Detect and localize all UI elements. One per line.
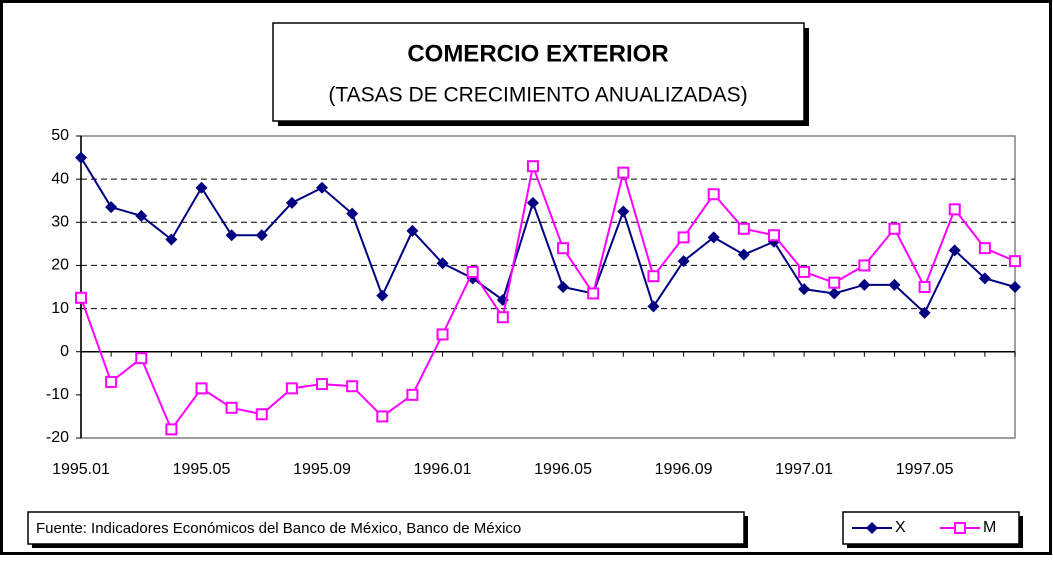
point bbox=[888, 278, 901, 291]
point bbox=[75, 151, 87, 164]
legend-marker bbox=[954, 522, 966, 534]
legend-label: M bbox=[983, 519, 996, 536]
point bbox=[105, 375, 118, 388]
point bbox=[798, 283, 811, 296]
point bbox=[978, 272, 991, 285]
point bbox=[526, 196, 539, 209]
legend-label: X bbox=[895, 519, 906, 536]
x-tick-label: 1996.01 bbox=[414, 461, 472, 478]
point bbox=[406, 224, 419, 237]
point bbox=[557, 242, 570, 255]
point bbox=[948, 203, 961, 216]
point bbox=[346, 380, 359, 393]
point bbox=[737, 248, 750, 261]
source-note: Fuente: Indicadores Económicos del Banco… bbox=[36, 520, 521, 537]
point bbox=[195, 382, 208, 395]
point bbox=[225, 401, 238, 414]
point bbox=[376, 289, 389, 302]
point bbox=[617, 205, 630, 218]
point bbox=[888, 222, 901, 235]
y-tick-label: -10 bbox=[46, 386, 69, 403]
point bbox=[647, 300, 660, 313]
point bbox=[406, 388, 419, 401]
point bbox=[135, 209, 148, 222]
point bbox=[918, 306, 931, 319]
point bbox=[798, 265, 811, 278]
point bbox=[526, 160, 539, 173]
point bbox=[677, 255, 690, 268]
x-tick-label: 1997.05 bbox=[896, 461, 954, 478]
x-tick-label: 1995.01 bbox=[52, 461, 110, 478]
y-tick-label: 30 bbox=[51, 214, 69, 231]
point bbox=[165, 423, 178, 436]
point bbox=[496, 311, 509, 324]
point bbox=[376, 410, 389, 423]
point bbox=[858, 259, 871, 272]
point bbox=[255, 408, 268, 421]
point bbox=[135, 352, 148, 365]
x-tick-label: 1995.05 bbox=[173, 461, 231, 478]
point bbox=[316, 378, 329, 391]
point bbox=[767, 229, 780, 242]
point bbox=[255, 229, 268, 242]
point bbox=[1009, 281, 1021, 293]
point bbox=[195, 181, 208, 194]
point bbox=[436, 257, 449, 270]
point bbox=[707, 188, 720, 201]
point bbox=[165, 233, 178, 246]
y-tick-label: 10 bbox=[51, 300, 69, 317]
point bbox=[75, 291, 87, 304]
point bbox=[285, 382, 298, 395]
point bbox=[316, 181, 329, 194]
point bbox=[707, 231, 720, 244]
point bbox=[978, 242, 991, 255]
source-box bbox=[27, 511, 745, 545]
y-tick-label: 50 bbox=[51, 127, 69, 144]
point bbox=[647, 270, 660, 283]
x-tick-label: 1996.05 bbox=[534, 461, 592, 478]
point bbox=[828, 287, 841, 300]
y-tick-label: 0 bbox=[60, 343, 69, 360]
x-tick-label: 1995.09 bbox=[293, 461, 351, 478]
point bbox=[466, 265, 479, 278]
point bbox=[918, 281, 931, 293]
point bbox=[225, 229, 238, 242]
point bbox=[617, 166, 630, 179]
chart-title: COMERCIO EXTERIOR bbox=[407, 40, 668, 67]
point bbox=[828, 276, 841, 289]
point bbox=[1009, 255, 1021, 268]
point bbox=[436, 328, 449, 341]
point bbox=[105, 201, 118, 214]
y-tick-label: 40 bbox=[51, 170, 69, 187]
point bbox=[587, 287, 600, 300]
x-tick-label: 1997.01 bbox=[775, 461, 833, 478]
point bbox=[737, 222, 750, 235]
legend-marker bbox=[866, 522, 878, 534]
title-box bbox=[272, 22, 805, 122]
point bbox=[285, 196, 298, 209]
y-tick-label: -20 bbox=[46, 429, 69, 446]
point bbox=[858, 278, 871, 291]
point bbox=[677, 231, 690, 244]
x-tick-label: 1996.09 bbox=[655, 461, 713, 478]
point bbox=[948, 244, 961, 257]
chart-subtitle: (TASAS DE CRECIMIENTO ANUALIZADAS) bbox=[328, 84, 747, 107]
point bbox=[557, 281, 570, 293]
point bbox=[346, 207, 359, 220]
y-tick-label: 20 bbox=[51, 257, 69, 274]
